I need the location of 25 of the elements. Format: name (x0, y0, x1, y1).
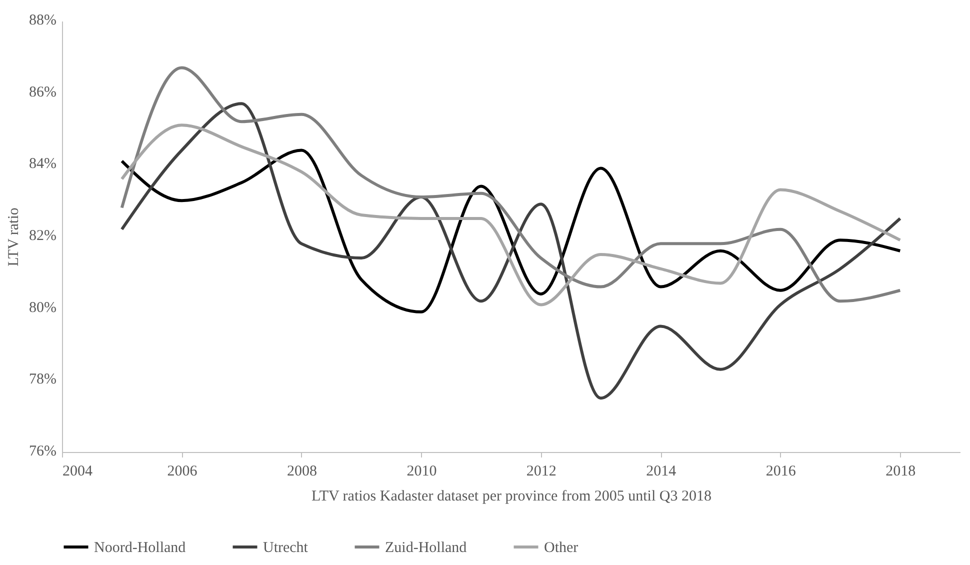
y-tick-label: 80% (29, 300, 56, 316)
x-tick-label: 2018 (886, 464, 916, 480)
y-tick-label: 86% (29, 84, 56, 100)
x-axis-title: LTV ratios Kadaster dataset per province from 2005 until Q3 2018 (312, 488, 712, 504)
line-series (120, 66, 902, 303)
line-series (120, 148, 902, 314)
y-tick-label: 82% (29, 228, 56, 244)
x-tick-label: 2008 (286, 464, 317, 480)
x-tick-label: 2014 (646, 464, 677, 480)
line-series (120, 124, 902, 306)
y-tick-label: 84% (29, 156, 56, 172)
y-tick-label: 76% (29, 444, 56, 460)
x-tick-label: 2012 (526, 464, 556, 480)
y-axis-title: LTV ratio (6, 208, 22, 266)
legend-label: Utrecht (263, 540, 309, 556)
x-tick-label: 2010 (406, 464, 437, 480)
x-tick-label: 2006 (167, 464, 198, 480)
line-series (120, 102, 902, 400)
y-tick-label: 88% (29, 12, 56, 28)
legend-label: Noord-Holland (94, 540, 186, 556)
x-tick-label: 2016 (766, 464, 796, 480)
y-tick-label: 78% (29, 372, 56, 388)
x-tick-label: 2004 (62, 464, 93, 480)
legend-label: Other (544, 540, 578, 556)
legend-label: Zuid-Holland (385, 540, 468, 556)
